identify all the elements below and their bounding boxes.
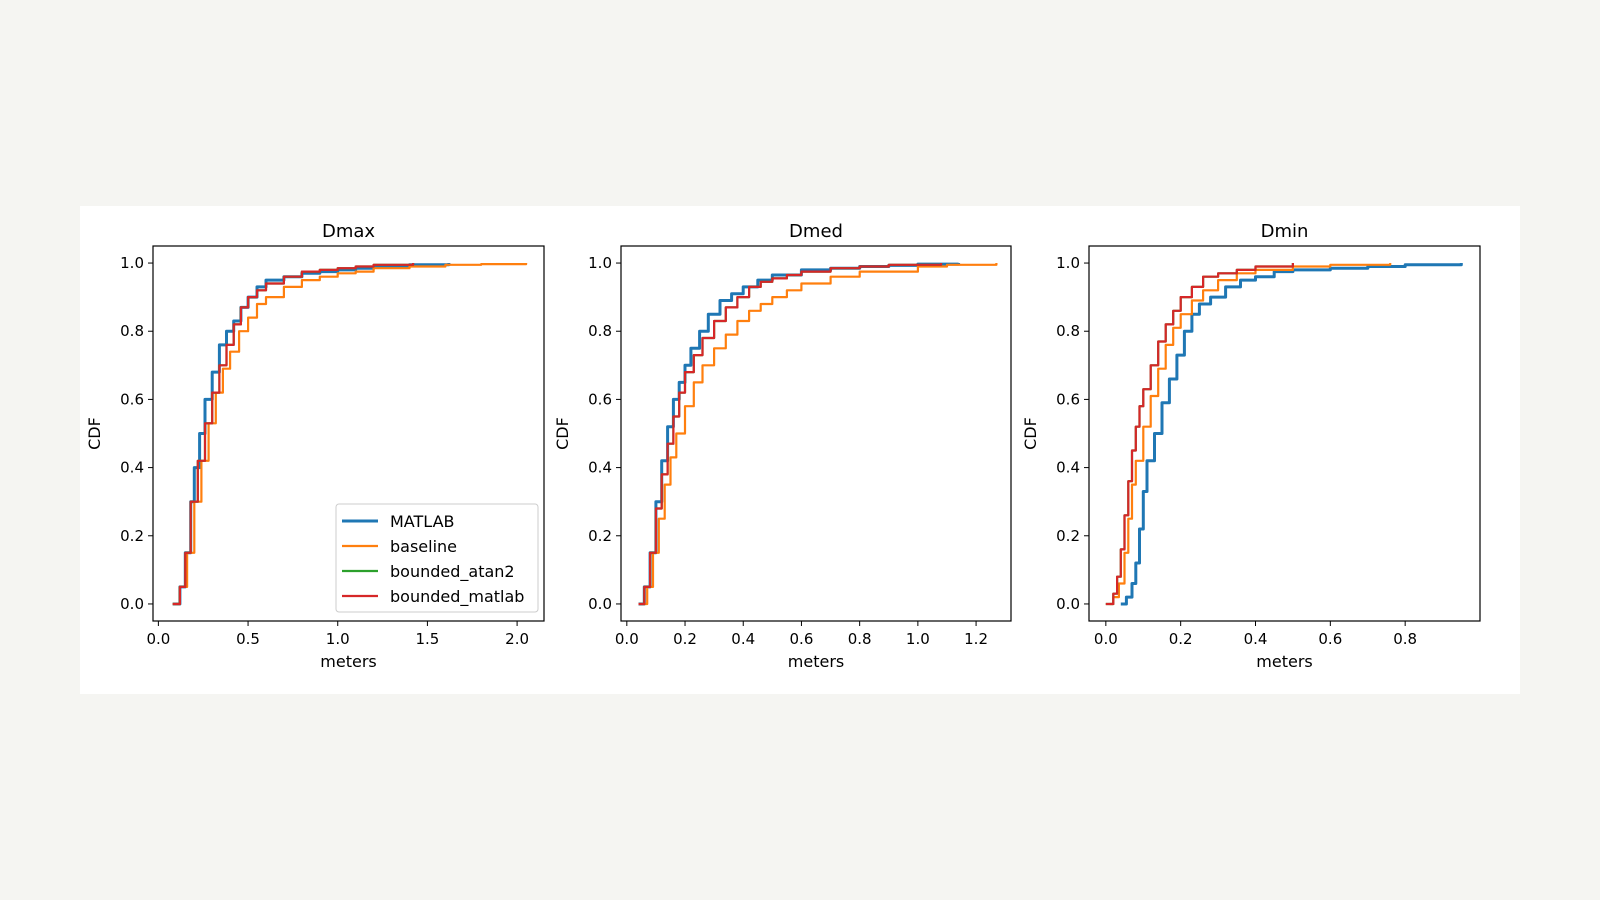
- y-tick-label: 0.8: [120, 322, 144, 340]
- x-tick-label: 0.0: [615, 630, 639, 648]
- y-tick-label: 0.0: [588, 595, 612, 613]
- x-tick-label: 0.2: [673, 630, 697, 648]
- y-tick-label: 0.4: [120, 459, 144, 477]
- x-tick-label: 2.0: [505, 630, 529, 648]
- y-tick-label: 0.2: [120, 527, 144, 545]
- y-tick-label: 0.4: [588, 459, 612, 477]
- legend-box: [335, 503, 539, 613]
- panel-dmin: 0.0 0.2 0.4 0.6 0.8 0.0 0.2 0.4 0.6 0.8 1.0 Dmin met…: [1021, 221, 1481, 671]
- x-axis-label: meters: [1256, 652, 1312, 671]
- x-tick-label: 0.0: [1094, 630, 1118, 648]
- legend-label: MATLAB: [390, 512, 454, 531]
- y-tick-label: 0.4: [1056, 459, 1080, 477]
- x-tick-label: 1.0: [906, 630, 930, 648]
- y-tick-label: 0.0: [1056, 595, 1080, 613]
- y-tick-label: 0.8: [1056, 322, 1080, 340]
- y-tick-label: 0.8: [588, 322, 612, 340]
- x-tick-label: 0.4: [731, 630, 755, 648]
- y-tick-label: 0.0: [120, 595, 144, 613]
- axes-frame: [1088, 245, 1481, 622]
- series-group: [1105, 263, 1463, 606]
- legend-label: baseline: [390, 537, 457, 556]
- legend: MATLAB baseline bounded_atan2 bounded_matla…: [335, 503, 539, 613]
- series-line-bounded_matlab: [172, 263, 415, 606]
- x-tick-label: 0.4: [1244, 630, 1268, 648]
- series-line-baseline: [1109, 263, 1392, 606]
- legend-label: bounded_matlab: [390, 587, 524, 607]
- y-axis-label: CDF: [1021, 417, 1040, 450]
- y-tick-label: 1.0: [588, 254, 612, 272]
- x-tick-label: 0.8: [1393, 630, 1417, 648]
- x-tick-label: 1.2: [964, 630, 988, 648]
- x-tick-label: 1.0: [326, 630, 350, 648]
- axes-frame: [152, 245, 545, 622]
- y-tick-label: 0.6: [1056, 390, 1080, 408]
- series-group: [172, 263, 528, 606]
- x-axis-label: meters: [788, 652, 844, 671]
- x-axis-label: meters: [320, 652, 376, 671]
- panel-dmed: 0.0 0.2 0.4 0.6 0.8 1.0 1.2 0.0 0.2 0.4 0.6 0.8 1.0 D…: [553, 221, 1012, 671]
- panel-title: Dmed: [789, 221, 843, 242]
- x-tick-label: 0.6: [1318, 630, 1342, 648]
- x-tick-label: 1.5: [415, 630, 439, 648]
- y-tick-label: 1.0: [1056, 254, 1080, 272]
- figure: 0.0 0.5 1.0 1.5 2.0 0.0 0.2 0.4 0.6 0.8 1.0 Dmax met…: [80, 206, 1520, 694]
- series-line-bounded_matlab: [1105, 263, 1294, 606]
- x-tick-label: 0.5: [236, 630, 260, 648]
- y-tick-label: 0.2: [1056, 527, 1080, 545]
- panel-dmax: 0.0 0.5 1.0 1.5 2.0 0.0 0.2 0.4 0.6 0.8 1.0 Dmax met…: [85, 221, 545, 671]
- series-line-baseline: [172, 263, 528, 606]
- y-tick-label: 0.6: [120, 390, 144, 408]
- x-tick-label: 0.2: [1169, 630, 1193, 648]
- axes-frame: [620, 245, 1012, 622]
- y-tick-label: 0.2: [588, 527, 612, 545]
- x-tick-label: 0.0: [146, 630, 170, 648]
- y-axis-label: CDF: [553, 417, 572, 450]
- x-tick-label: 0.6: [790, 630, 814, 648]
- x-tick-label: 0.8: [848, 630, 872, 648]
- y-tick-label: 1.0: [120, 254, 144, 272]
- panel-title: Dmin: [1261, 221, 1309, 242]
- series-line-MATLAB: [1120, 263, 1463, 606]
- chart-svg: 0.0 0.5 1.0 1.5 2.0 0.0 0.2 0.4 0.6 0.8 1.0 Dmax met…: [85, 221, 1481, 671]
- series-group: [638, 262, 998, 606]
- series-line-MATLAB: [638, 262, 961, 606]
- y-tick-label: 0.6: [588, 390, 612, 408]
- legend-label: bounded_atan2: [390, 562, 515, 582]
- series-line-bounded_matlab: [638, 263, 943, 606]
- y-axis-label: CDF: [85, 417, 104, 450]
- panel-title: Dmax: [322, 221, 375, 242]
- series-line-baseline: [641, 263, 998, 606]
